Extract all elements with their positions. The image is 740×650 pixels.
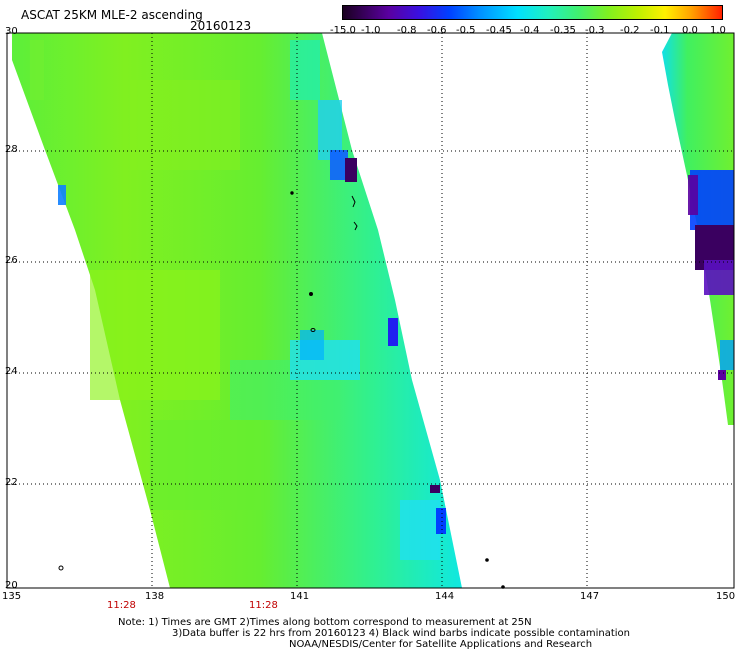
colorbar-label: -0.8 [397,25,417,36]
colorbar-label: 1.0 [710,25,726,36]
colorbar-label: -0.6 [427,25,447,36]
colorbar-label: -0.45 [486,25,512,36]
swath-patch [30,40,44,100]
colorbar-label: -0.4 [520,25,540,36]
lon-label: 147 [580,591,600,602]
swath-patch [436,508,446,534]
footer-credit: NOAA/NESDIS/Center for Satellite Applica… [289,639,593,650]
colorbar-label: -0.1 [650,25,670,36]
swath-patch [345,158,357,182]
colorbar-label: -1.0 [361,25,381,36]
swath-patch [430,485,440,493]
map-date: 20160123 [190,19,252,33]
lat-label: 28 [5,144,18,155]
swath-patch [720,340,734,370]
lat-label: 24 [5,366,18,377]
lat-label: 30 [5,26,18,37]
lon-label: 144 [435,591,455,602]
colorbar [342,5,723,20]
swath-patch [718,370,726,380]
colorbar-labels: -15.0 -1.0 -0.8 -0.6 -0.5 -0.45 -0.4 -0.… [330,25,740,39]
colorbar-label: 0.0 [682,25,698,36]
colorbar-label: -0.5 [456,25,476,36]
swath-patch [58,185,66,205]
swath-patch [704,260,734,295]
pass-time: 11:28 [249,600,278,611]
lat-label: 26 [5,255,18,266]
lon-label: 138 [145,591,165,602]
wind-swaths [12,33,734,588]
footer-note-1: Note: 1) Times are GMT 2)Times along bot… [118,617,532,628]
footer-note-2: 3)Data buffer is 22 hrs from 20160123 4)… [172,628,630,639]
map-frame [6,32,735,589]
swath-patch [388,318,398,346]
colorbar-label: -0.35 [550,25,576,36]
lon-label: 150 [716,591,736,602]
swath-patch [290,40,320,100]
lon-label: 141 [290,591,310,602]
swath-patch [400,500,440,560]
lon-label: 135 [2,591,22,602]
swath-patch [330,150,348,180]
map-title: ASCAT 25KM MLE-2 ascending [21,8,203,22]
swath-patch [688,175,698,215]
colorbar-label: -15.0 [330,25,356,36]
swath-patch [150,420,270,510]
pass-time: 11:28 [107,600,136,611]
swath-patch [300,330,324,360]
swath-patch [90,270,220,400]
swath-patch [130,80,240,170]
colorbar-label: -0.2 [620,25,640,36]
map-grid [7,33,734,588]
lat-label: 20 [5,580,18,591]
colorbar-label: -0.3 [585,25,605,36]
lat-label: 22 [5,477,18,488]
